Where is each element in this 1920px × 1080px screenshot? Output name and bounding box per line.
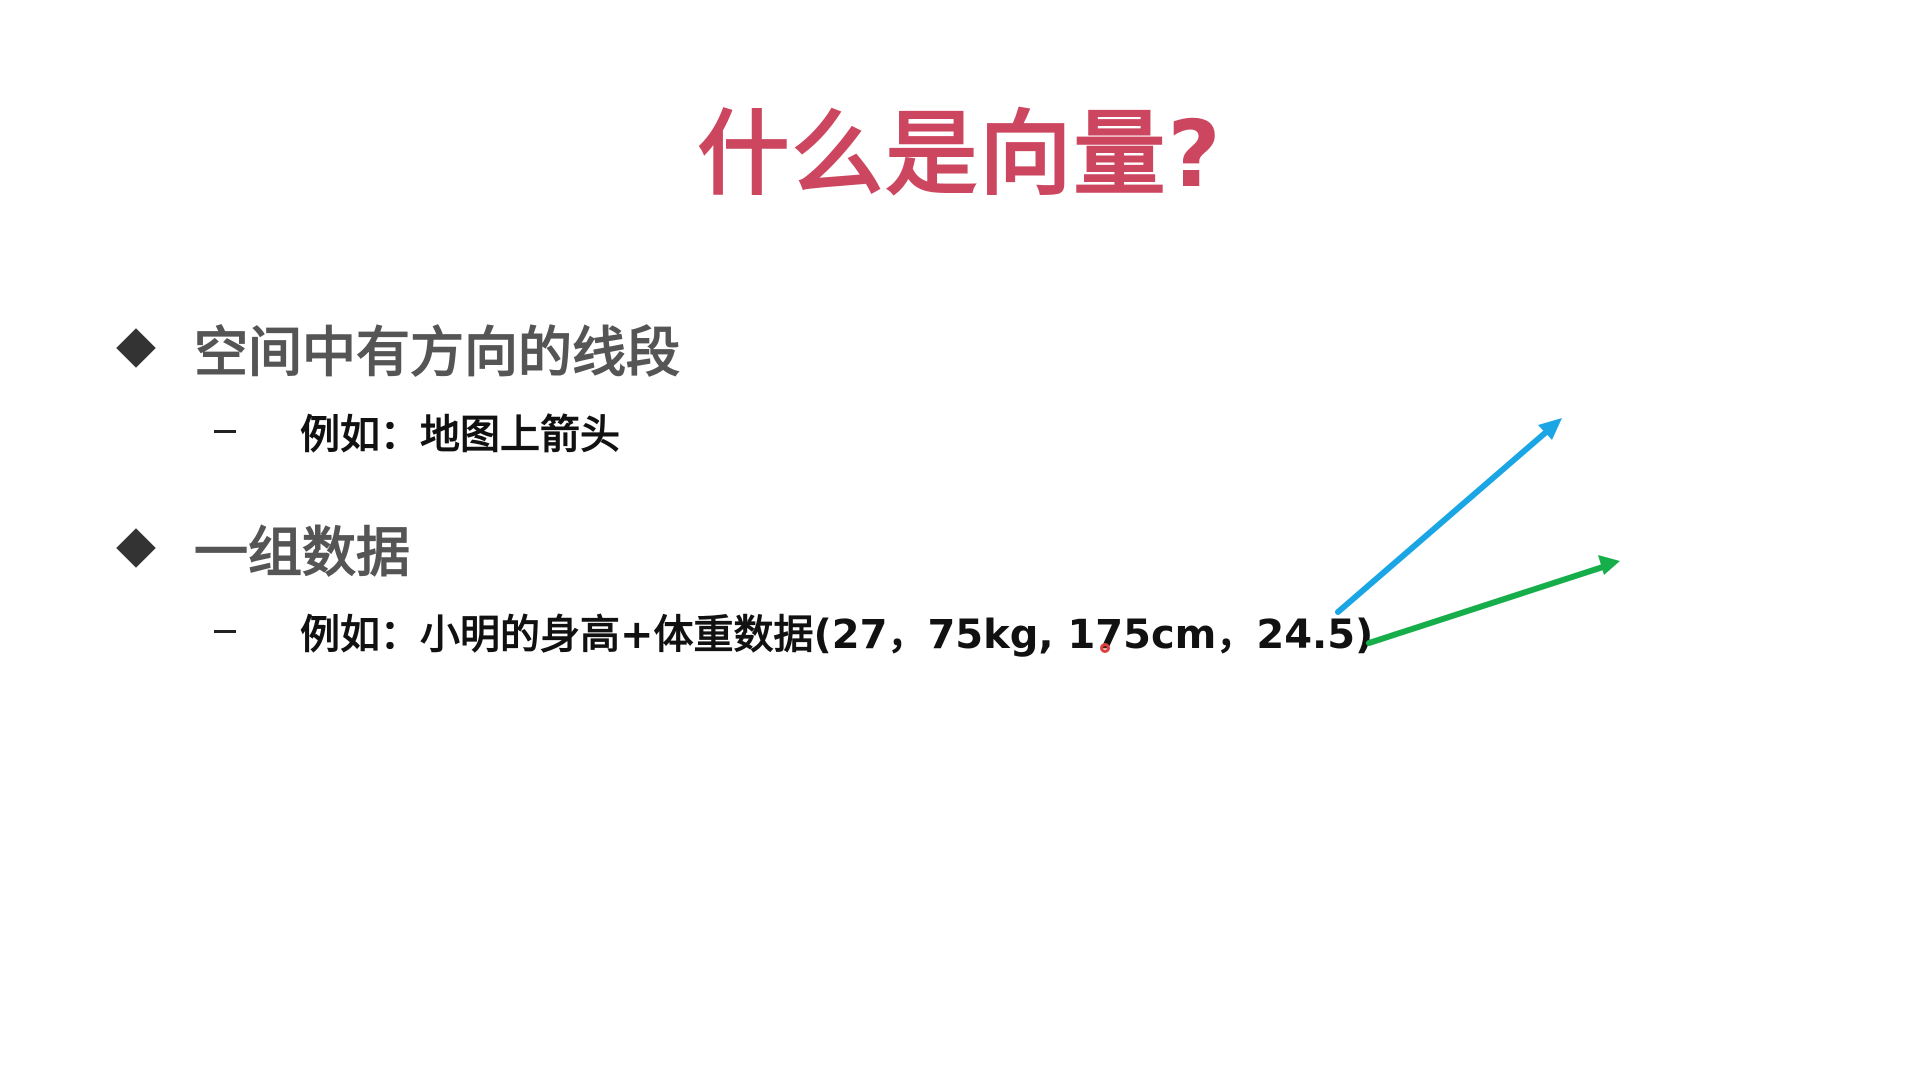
dash-bullet-icon [214, 629, 236, 633]
blue-arrow-icon [1335, 418, 1562, 615]
sub-bullet-text: 例如：地图上箭头 [300, 412, 620, 458]
bullet-item: 一组数据 [116, 508, 410, 587]
green-arrow-icon [1366, 555, 1620, 646]
bullet-text: 空间中有方向的线段 [194, 321, 680, 384]
bullet-text: 一组数据 [194, 521, 410, 584]
slide-title: 什么是向量? [697, 101, 1223, 208]
bullet-item: 空间中有方向的线段 [116, 308, 680, 387]
pointer-cursor-icon [1100, 643, 1110, 653]
sub-bullet-text: 例如：小明的身高+体重数据(27，75kg, 175cm，24.5) [300, 612, 1374, 658]
sub-bullet-item: 例如：小明的身高+体重数据(27，75kg, 175cm，24.5) [214, 602, 1373, 660]
sub-bullet-item: 例如：地图上箭头 [214, 402, 620, 460]
dash-bullet-icon [214, 429, 236, 433]
